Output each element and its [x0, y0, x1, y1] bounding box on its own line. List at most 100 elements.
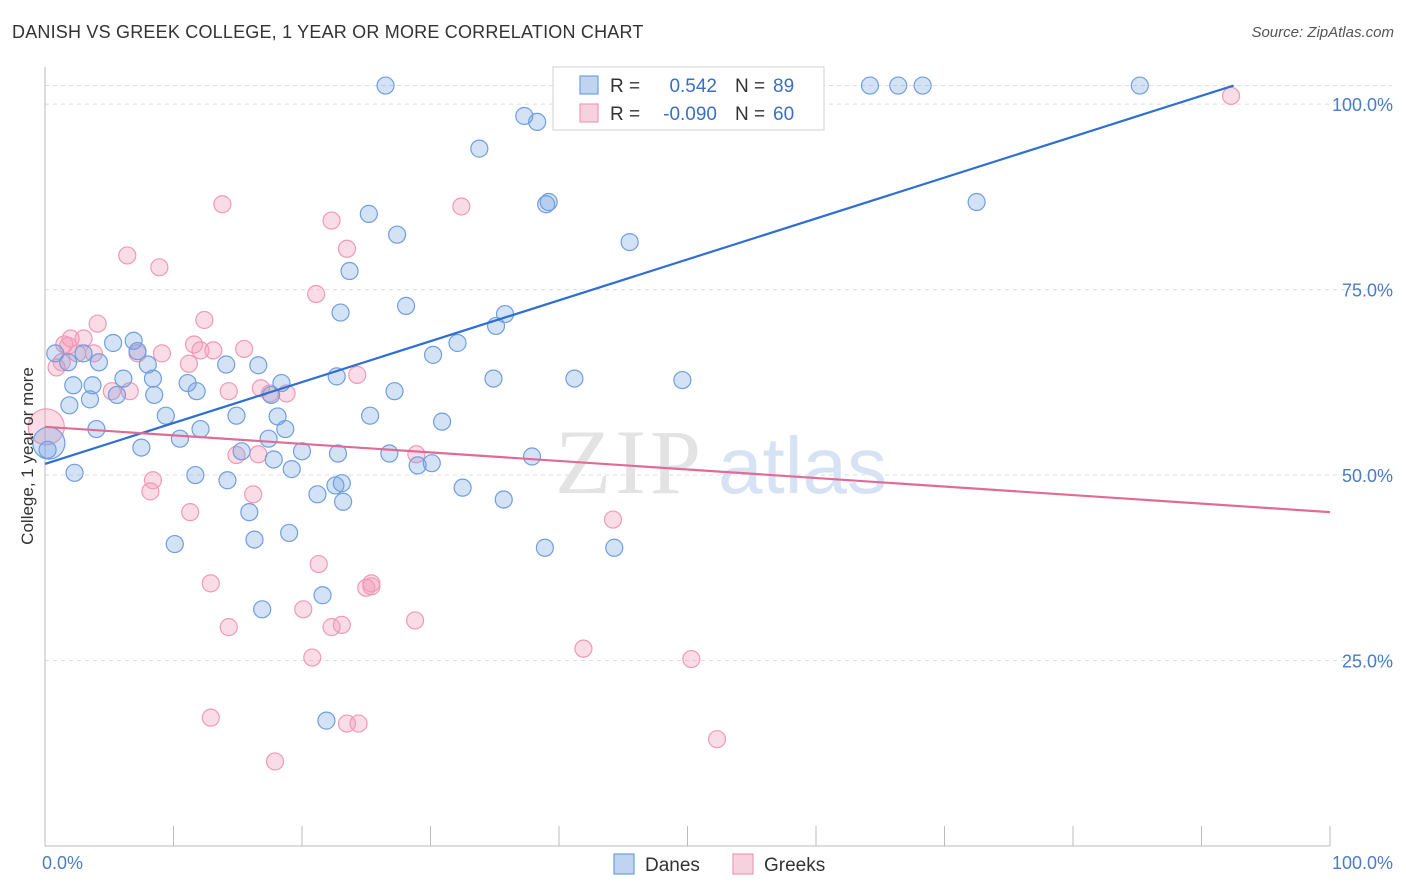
x-tick-label: 100.0%: [1332, 853, 1393, 873]
dane-point: [191, 419, 210, 439]
greek-point: [574, 639, 593, 658]
x-tick-label: 0.0%: [42, 853, 83, 873]
x-tick-labels: 0.0% 100.0%: [42, 853, 1393, 873]
stats-r-value: 0.542: [669, 76, 717, 97]
greek-point: [235, 339, 254, 359]
dane-point: [64, 376, 83, 395]
y-axis-label: College, 1 year or more: [18, 367, 37, 545]
dane-point: [620, 232, 639, 252]
dane-point: [453, 478, 472, 497]
y-tick-label: 50.0%: [1342, 466, 1393, 486]
greek-point: [349, 714, 368, 733]
dane-point: [605, 538, 624, 557]
y-tick-label: 100.0%: [1332, 95, 1393, 115]
dane-point: [408, 456, 427, 475]
stats-n-label: N =: [735, 76, 765, 97]
greek-point: [195, 310, 214, 330]
axes: [44, 67, 1331, 847]
dane-point: [470, 139, 489, 158]
greek-point: [348, 365, 367, 384]
dane-point: [494, 490, 513, 509]
stats-r-label: R =: [610, 104, 640, 125]
dane-point: [361, 406, 380, 425]
gridlines: [45, 85, 1392, 662]
greek-point: [1221, 86, 1241, 106]
greek-point: [52, 353, 71, 372]
stats-legend-swatch: [579, 103, 599, 123]
dane-point: [967, 192, 986, 212]
bottom-legend-label: Danes: [645, 855, 700, 876]
trendlines: [44, 84, 1331, 514]
stats-legend: R = 0.542 N = 89 R = -0.090 N = 60: [552, 66, 825, 131]
dane-point: [232, 442, 251, 461]
watermark-atlas: atlas: [718, 421, 887, 510]
greek-point: [322, 211, 341, 230]
dane-point: [80, 390, 100, 409]
greek-point: [213, 195, 232, 214]
dane-point: [385, 382, 404, 401]
dane-point: [46, 344, 65, 363]
greek-point: [452, 197, 471, 216]
dane-point: [380, 444, 399, 463]
stats-n-value: 89: [773, 76, 794, 97]
dane-point: [156, 406, 175, 425]
dane-point: [376, 76, 395, 95]
dane-point: [132, 438, 151, 457]
dane-point: [913, 76, 932, 95]
dane-point: [280, 523, 299, 543]
bottom-legend-label: Greeks: [764, 855, 825, 876]
greek-point: [249, 445, 268, 464]
dane-point: [138, 355, 157, 374]
stats-n-label: N =: [735, 104, 765, 125]
stats-r-value: -0.090: [663, 104, 717, 125]
dane-point: [276, 419, 295, 439]
dane-point: [328, 444, 348, 463]
dane-point: [249, 356, 268, 375]
dane-point: [60, 396, 79, 415]
dane-point: [38, 440, 57, 459]
dane-point: [334, 492, 353, 511]
dane-point: [227, 406, 246, 425]
dane-point: [340, 261, 359, 281]
stats-legend-swatch: [579, 75, 599, 95]
greek-point: [251, 379, 270, 398]
dane-point: [432, 412, 452, 431]
dane-point: [673, 370, 692, 390]
dane-point: [170, 429, 190, 448]
dane-point: [65, 463, 84, 482]
greek-point: [603, 510, 623, 529]
greek-point: [141, 482, 160, 501]
bottom-legend-swatch: [613, 853, 635, 875]
dane-point: [74, 344, 93, 363]
dane-point: [114, 369, 133, 388]
greek-point: [201, 574, 220, 593]
dane-point: [282, 460, 301, 479]
greek-point: [682, 649, 701, 669]
greeks-trendline: [44, 425, 1331, 514]
dane-point: [331, 303, 350, 322]
greek-point: [204, 341, 223, 360]
dane-point: [107, 385, 127, 405]
dane-point: [537, 195, 556, 214]
danes-points: [32, 76, 1149, 730]
greek-point: [179, 354, 199, 373]
dane-point: [253, 600, 272, 619]
greek-point: [219, 382, 238, 401]
greek-point: [201, 708, 220, 727]
dane-point: [240, 503, 259, 522]
greek-point: [332, 615, 351, 635]
stats-r-label: R =: [610, 76, 640, 97]
dane-point: [218, 471, 237, 490]
greek-point: [362, 577, 381, 596]
greek-point: [265, 752, 285, 771]
dane-point: [83, 376, 102, 395]
chart-source: Source: ZipAtlas.com: [1251, 24, 1394, 41]
watermark: ZIP atlas: [555, 411, 887, 513]
dane-point: [565, 369, 584, 388]
danes-trendline: [44, 84, 1234, 465]
greek-point: [707, 730, 727, 749]
dane-point: [165, 534, 184, 554]
greek-point: [88, 314, 107, 333]
y-tick-labels: 25.0% 50.0% 75.0% 100.0%: [1332, 95, 1393, 671]
greek-point: [337, 239, 357, 258]
